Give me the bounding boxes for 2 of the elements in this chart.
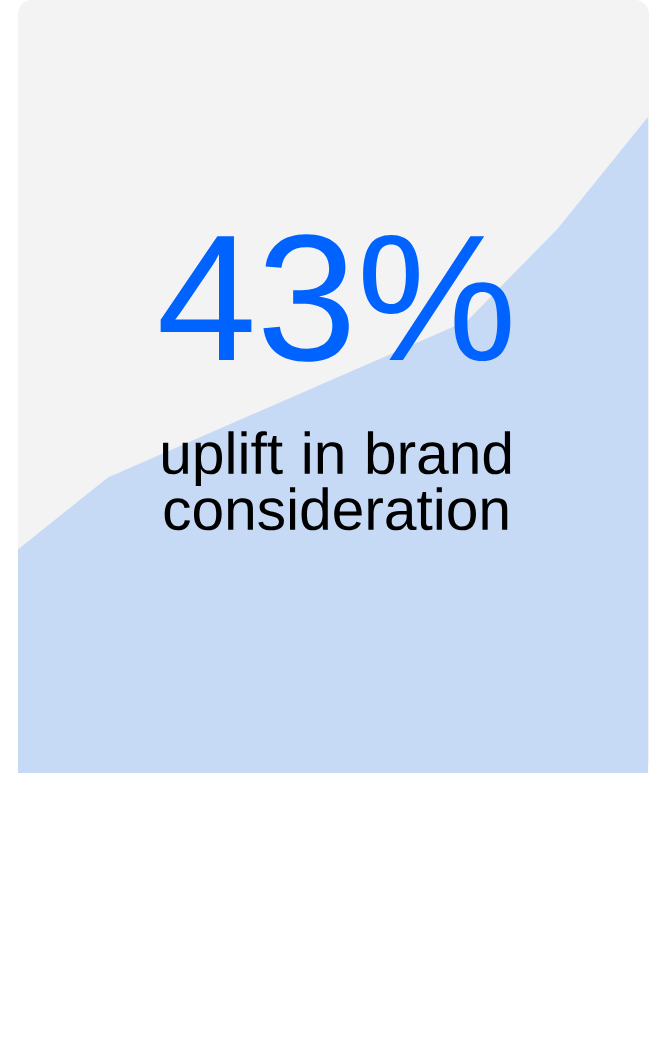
annotation: 43% [160,234,511,362]
annotation: uplift in brand consideration [163,431,511,531]
